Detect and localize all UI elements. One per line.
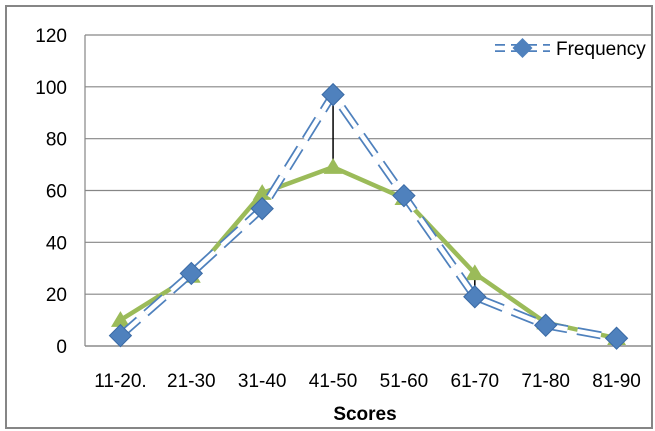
data-point bbox=[604, 326, 629, 350]
y-tick-label: 0 bbox=[56, 337, 67, 358]
data-point bbox=[110, 311, 130, 327]
legend: Frequency bbox=[495, 38, 646, 60]
data-point bbox=[463, 285, 487, 309]
y-tick-label: 20 bbox=[46, 285, 67, 306]
y-tick-label: 40 bbox=[46, 233, 67, 254]
data-point bbox=[179, 261, 204, 286]
data-point bbox=[533, 313, 558, 337]
x-tick-label: 11-20. bbox=[94, 371, 146, 392]
series-layer bbox=[108, 82, 629, 350]
data-point bbox=[108, 323, 133, 348]
x-tick-label: 21-30 bbox=[167, 371, 216, 392]
y-tick-label: 100 bbox=[35, 78, 67, 99]
legend-label: Frequency bbox=[556, 39, 646, 60]
x-tick-label: 41-50 bbox=[309, 371, 358, 392]
data-point bbox=[323, 158, 343, 174]
data-point bbox=[465, 264, 485, 281]
tick-labels: 0 20 40 60 80 100 120 11-20. 21-30 31-40 41-50 51-6… bbox=[35, 26, 641, 392]
chart-border bbox=[5, 5, 653, 429]
x-tick-label: 81-90 bbox=[592, 371, 641, 392]
x-axis-label: Scores bbox=[333, 404, 396, 425]
series-line-inner bbox=[118, 92, 617, 341]
x-tick-label: 51-60 bbox=[380, 371, 429, 392]
x-tick-label: 61-70 bbox=[451, 371, 500, 392]
data-point bbox=[252, 184, 272, 200]
x-tick-label: 31-40 bbox=[238, 371, 287, 392]
data-point bbox=[321, 82, 345, 107]
data-point bbox=[250, 196, 274, 221]
x-tick-label: 71-80 bbox=[521, 371, 570, 392]
y-tick-label: 60 bbox=[46, 182, 67, 203]
y-tick-label: 120 bbox=[35, 26, 67, 47]
y-tick-label: 80 bbox=[46, 130, 67, 151]
legend-marker bbox=[512, 38, 533, 58]
data-point bbox=[392, 183, 416, 208]
series-frequency bbox=[108, 82, 629, 350]
